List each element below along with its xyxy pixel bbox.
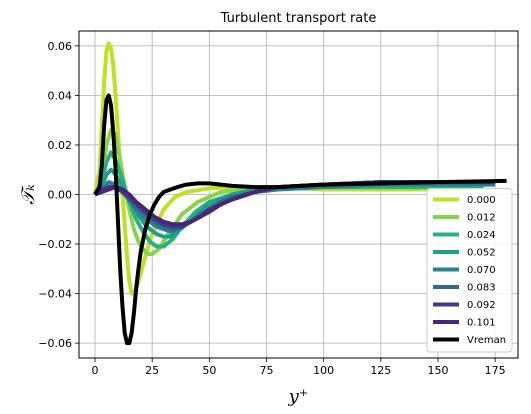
legend: 0.000 0.012 0.024 0.052 0.070 0.083 0.092 0.101… [426, 188, 513, 353]
y-tick-label: −0.02 [38, 238, 72, 251]
series-lines [93, 41, 507, 346]
legend-label: 0.070 [467, 265, 496, 276]
series-line [93, 93, 507, 346]
y-axis-label: 𝒯ₖ [18, 184, 39, 205]
x-tick-label: 175 [485, 364, 506, 377]
x-tick-label: 50 [202, 364, 216, 377]
legend-label: 0.024 [467, 230, 496, 241]
legend-box [426, 188, 513, 353]
y-tick-label: 0.00 [48, 189, 73, 202]
y-tick-label: −0.06 [38, 337, 72, 350]
x-tick-label: 25 [145, 364, 159, 377]
x-tick-label: 125 [370, 364, 391, 377]
x-axis-label: y⁺ [288, 386, 309, 407]
y-tick-label: 0.04 [48, 89, 73, 102]
legend-label: 0.000 [467, 195, 496, 206]
y-tick-label: 0.06 [48, 40, 73, 53]
chart-title: Turbulent transport rate [220, 11, 377, 26]
x-tick-label: 100 [313, 364, 334, 377]
y-tick-label: −0.04 [38, 288, 72, 301]
legend-label: 0.092 [467, 300, 496, 311]
axis-ticks: 0 25 50 75 100 125 150 175 −0.06 −0.04 −0.02 0.00 0.… [38, 40, 505, 377]
legend-label: 0.101 [467, 318, 496, 329]
y-tick-label: 0.02 [48, 139, 73, 152]
legend-label: 0.012 [467, 213, 496, 224]
legend-label: Vreman [467, 335, 506, 346]
legend-label: 0.052 [467, 248, 496, 259]
x-tick-label: 150 [427, 364, 448, 377]
legend-label: 0.083 [467, 283, 496, 294]
x-tick-label: 75 [259, 364, 273, 377]
x-tick-label: 0 [92, 364, 99, 377]
